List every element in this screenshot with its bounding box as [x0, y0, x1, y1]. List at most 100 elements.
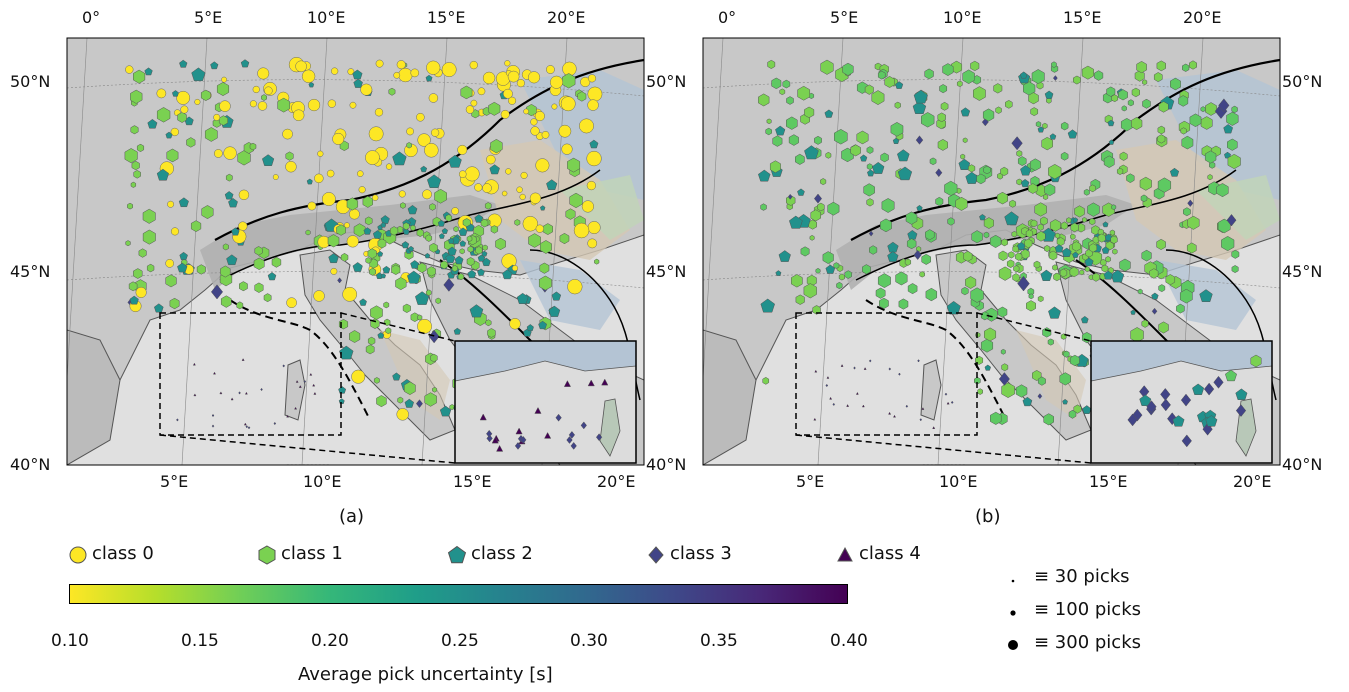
zoom-inset	[454, 340, 637, 464]
station-class-1	[483, 218, 491, 227]
station-class-0	[385, 163, 393, 170]
lat-label-left: 50°N	[10, 72, 51, 91]
station-class-1	[1069, 241, 1083, 257]
station-class-1	[391, 262, 400, 273]
station-class-2	[1151, 292, 1159, 300]
station-class-1	[196, 264, 206, 275]
graticule-parallel	[242, 464, 373, 465]
station-class-1	[133, 268, 143, 279]
station-class-2	[407, 204, 418, 215]
station-class-0	[375, 59, 384, 68]
station-class-2	[872, 161, 885, 174]
station-class-0	[522, 216, 539, 232]
station-class-1	[569, 164, 581, 178]
station-class-2	[339, 345, 354, 360]
station-class-1	[404, 249, 414, 260]
station-class-1	[362, 195, 373, 208]
station-class-2	[1179, 346, 1194, 360]
station-class-1	[537, 367, 549, 380]
station-class-0	[586, 180, 597, 191]
zoom-connector	[340, 312, 456, 342]
station-class-1	[131, 160, 140, 171]
station-class-4	[826, 375, 830, 379]
station-class-0	[343, 222, 350, 229]
station-class-1	[1083, 188, 1090, 196]
station-class-0	[358, 186, 366, 194]
inset-station-class-4	[544, 431, 552, 439]
station-class-1	[758, 93, 770, 107]
station-class-1	[983, 217, 994, 229]
station-class-1	[1072, 239, 1080, 247]
station-class-1	[186, 137, 196, 148]
station-class-1	[428, 270, 436, 279]
station-class-1	[1093, 393, 1105, 408]
station-class-2	[228, 197, 238, 208]
lat-label-right: 45°N	[1282, 262, 1323, 281]
station-class-1	[936, 118, 946, 130]
station-class-2	[775, 125, 786, 136]
fault-line	[1165, 249, 1277, 401]
station-class-1	[534, 409, 542, 417]
station-class-1	[1073, 75, 1081, 85]
station-class-1	[426, 266, 436, 277]
basin-north	[520, 70, 644, 200]
station-class-1	[842, 62, 854, 76]
station-class-1	[850, 144, 861, 156]
station-class-1	[1140, 194, 1148, 203]
station-class-4	[946, 401, 950, 405]
station-class-1	[415, 264, 420, 270]
station-class-1	[1170, 77, 1181, 91]
station-class-4	[295, 379, 299, 383]
station-class-2	[1020, 164, 1032, 176]
station-class-2	[913, 89, 928, 104]
station-class-0	[483, 179, 499, 195]
station-class-1	[473, 249, 479, 256]
station-class-0	[558, 124, 572, 138]
class-3-label: class 3	[670, 543, 732, 564]
station-class-2	[499, 90, 509, 100]
station-class-1	[1030, 227, 1038, 236]
station-class-0	[170, 127, 179, 137]
basin-italy	[380, 330, 450, 420]
station-class-3	[539, 279, 551, 293]
station-class-2	[892, 137, 900, 144]
station-class-1	[1047, 338, 1054, 346]
station-class-1	[822, 251, 834, 264]
bottom-lon-label: 20°E	[1233, 472, 1272, 491]
alps	[836, 195, 1136, 290]
top-lon-label: 15°E	[427, 8, 466, 27]
station-class-1	[1142, 197, 1152, 208]
station-class-0	[287, 102, 299, 114]
station-class-2	[887, 251, 899, 262]
station-class-1	[772, 135, 783, 147]
station-class-1	[1231, 105, 1238, 114]
station-class-1	[1063, 350, 1070, 358]
station-class-0	[135, 286, 147, 298]
station-class-1	[1180, 280, 1195, 296]
station-class-1	[466, 257, 475, 266]
station-class-1	[1178, 95, 1189, 107]
basin-south	[1156, 260, 1256, 330]
station-class-0	[156, 88, 167, 99]
station-class-1	[1231, 351, 1238, 359]
station-class-0	[511, 265, 519, 272]
station-class-3	[303, 379, 307, 384]
station-class-0	[501, 190, 508, 197]
station-class-3	[1037, 393, 1043, 400]
station-class-1	[947, 217, 955, 226]
station-class-1	[1102, 202, 1115, 217]
station-class-2	[477, 254, 486, 262]
station-class-3	[1109, 373, 1119, 385]
station-class-2	[824, 109, 834, 118]
station-class-1	[429, 203, 436, 211]
station-class-1	[1165, 274, 1176, 286]
station-class-0	[587, 221, 601, 235]
station-class-3	[211, 413, 215, 418]
station-class-1	[1183, 207, 1191, 217]
station-class-2	[1160, 95, 1175, 110]
graticule-meridian	[1057, 38, 1084, 465]
station-class-1	[879, 63, 889, 75]
station-class-1	[1001, 382, 1015, 398]
station-class-1	[1035, 264, 1042, 273]
station-class-0	[396, 60, 406, 70]
